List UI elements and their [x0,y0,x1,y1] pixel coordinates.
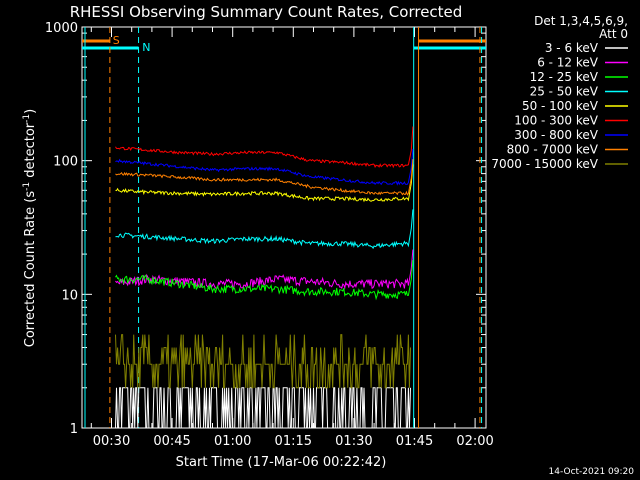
night-flag-label: N [142,41,150,54]
y-tick-label: 10 [61,288,78,303]
chart-title: RHESSI Observing Summary Count Rates, Co… [70,3,463,21]
series-line [115,334,411,389]
legend-entry-label: 7000 - 15000 keV [491,157,598,171]
render-timestamp: 14-Oct-2021 09:20 [549,467,635,477]
y-axis-label-main: Corrected Count Rate (s [23,191,38,348]
plot-frame [81,26,487,429]
legend-entry-label: 3 - 6 keV [545,41,599,55]
y-axis-label-end: ) [23,109,38,114]
legend-entry-label: 100 - 300 keV [514,114,598,128]
y-axis-label-sup2: -1 [22,114,32,123]
legend-entry-label: 25 - 50 keV [530,85,599,99]
series-line [115,209,414,250]
series-line [115,260,414,301]
legend-entry-label: 50 - 100 keV [522,99,599,113]
saa-flag-label: S [113,34,120,47]
series-lines [115,126,414,429]
plot-border [81,26,487,429]
legend-header-attenuator: Att 0 [599,27,628,41]
series-line [115,387,411,429]
series-line [115,126,414,169]
series-line [115,159,414,196]
x-tick-label: 00:45 [153,434,190,449]
x-tick-label: 01:00 [214,434,251,449]
y-tick-label: 1000 [45,21,78,36]
legend-entry-label: 800 - 7000 keV [507,143,599,157]
legend-entry-label: 6 - 12 keV [537,56,599,70]
x-tick-label: 01:45 [396,434,433,449]
x-tick-label: 01:15 [275,434,312,449]
x-axis: 00:30 00:45 01:00 01:15 01:30 01:45 02:00 [90,27,494,449]
y-tick-label: 1 [70,422,78,437]
y-axis-label-sup1: -1 [22,182,32,191]
legend-header-detectors: Det 1,3,4,5,6,9, [534,14,628,28]
x-tick-label: 00:30 [93,434,130,449]
legend-entry-label: 12 - 25 keV [530,70,599,84]
x-axis-label: Start Time (17-Mar-06 00:22:42) [176,455,387,470]
x-tick-label: 02:00 [456,434,493,449]
legend-entry-label: 300 - 800 keV [514,128,598,142]
y-axis-label: Corrected Count Rate (s-1 detector-1) [22,109,38,347]
y-axis-label-mid: detector [23,122,38,182]
x-tick-label: 01:30 [335,434,372,449]
y-tick-label: 100 [53,155,78,170]
series-line [115,148,414,186]
y-axis: 1 10 100 1000 [45,21,486,437]
series-line [115,164,414,203]
